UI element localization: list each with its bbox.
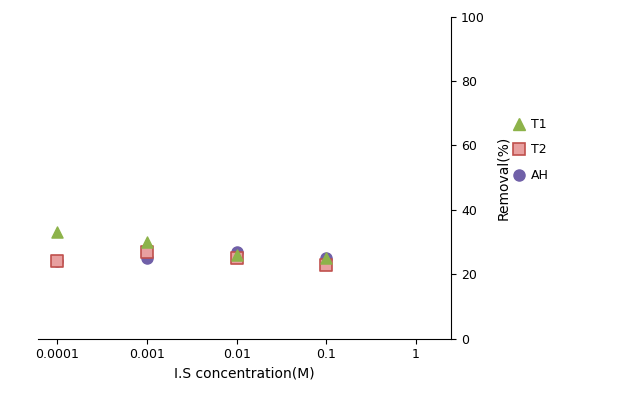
T1 bbox=[142, 239, 152, 245]
T1 bbox=[231, 252, 241, 258]
AH bbox=[231, 248, 241, 255]
AH bbox=[142, 255, 152, 261]
AH bbox=[321, 255, 331, 261]
T2 bbox=[231, 255, 241, 261]
T1 bbox=[53, 229, 63, 236]
Y-axis label: Removal(%): Removal(%) bbox=[496, 135, 510, 220]
T1 bbox=[321, 255, 331, 261]
Legend: T1, T2, AH: T1, T2, AH bbox=[507, 113, 554, 187]
AH bbox=[53, 258, 63, 265]
X-axis label: I.S concentration(M): I.S concentration(M) bbox=[174, 367, 315, 381]
T2 bbox=[321, 261, 331, 268]
T2 bbox=[53, 258, 63, 265]
T2 bbox=[142, 248, 152, 255]
